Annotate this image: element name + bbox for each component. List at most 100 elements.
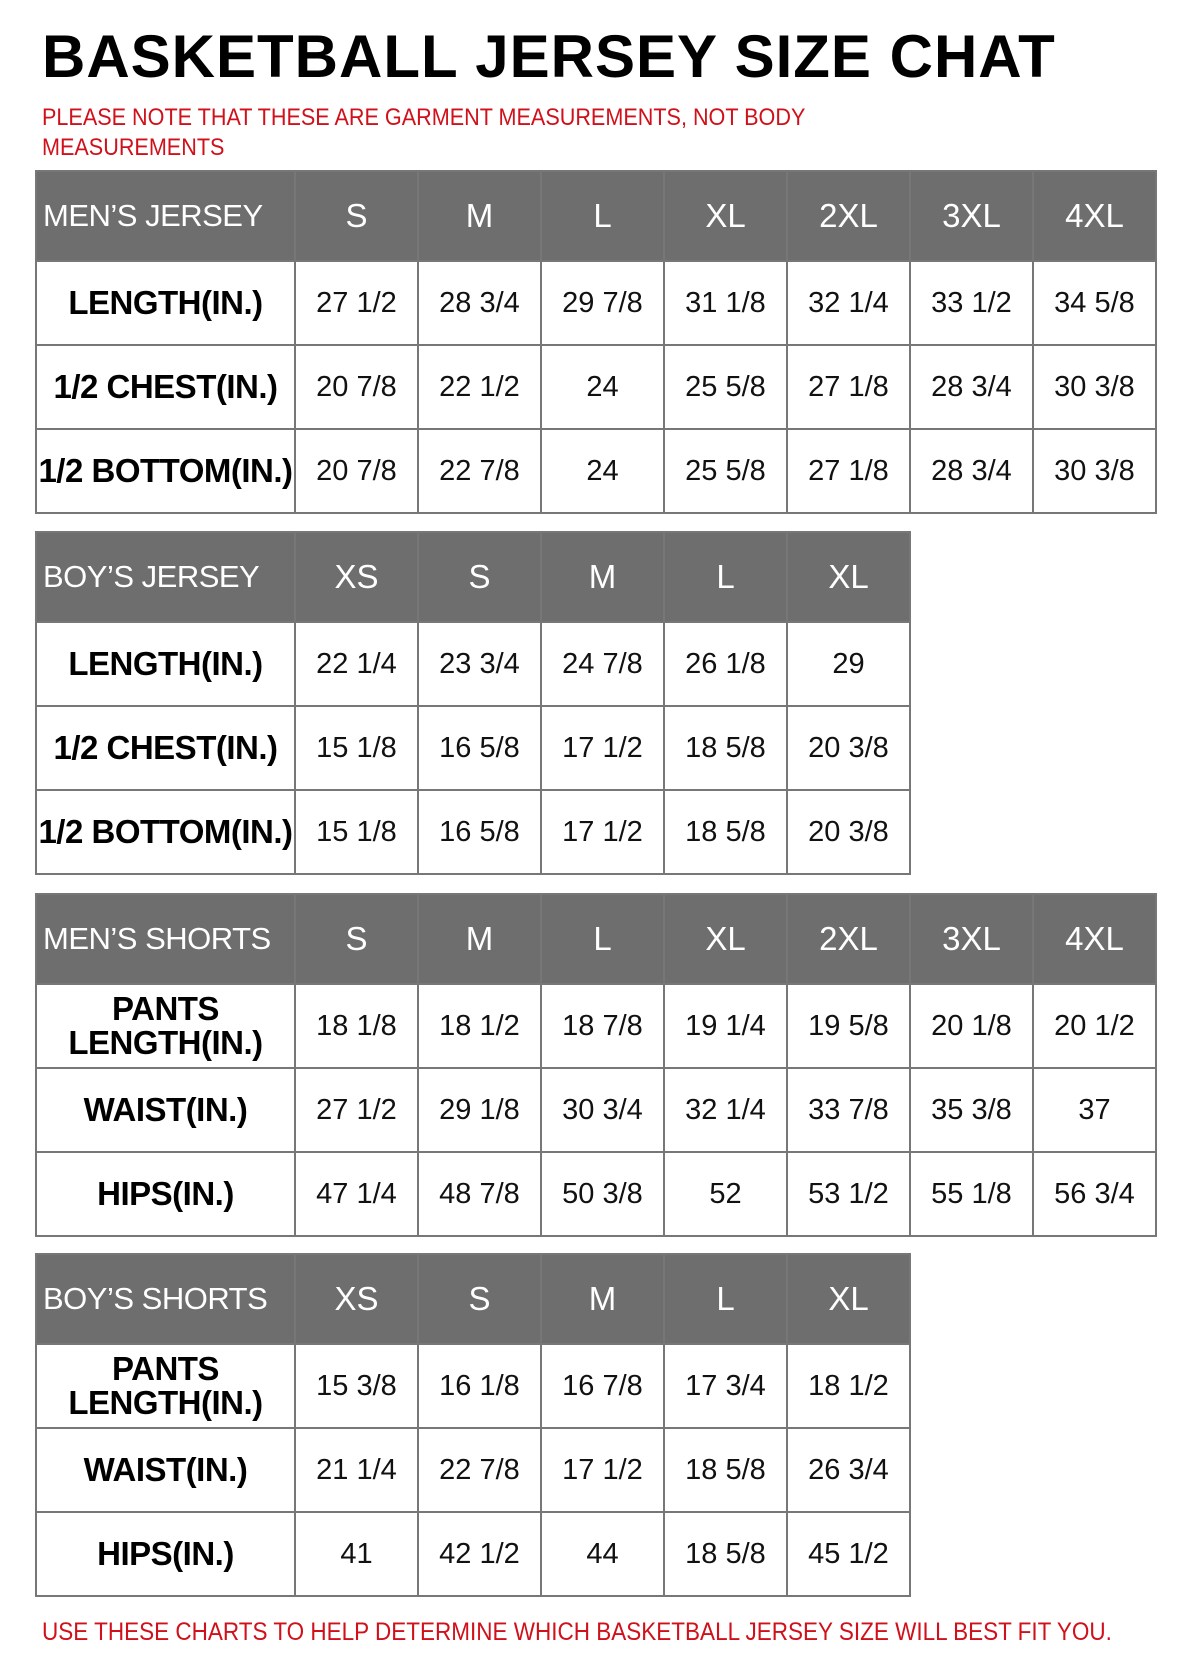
measurement-value: 27 1/8 — [786, 344, 911, 430]
header-row: MEN’S SHORTS S M L XL 2XL 3XL 4XL — [35, 893, 1157, 985]
measurement-value: 29 7/8 — [540, 260, 665, 346]
size-header: XL — [786, 531, 911, 623]
measurement-value: 26 3/4 — [786, 1427, 911, 1513]
measurement-value: 16 1/8 — [417, 1343, 542, 1429]
measurement-value: 24 — [540, 344, 665, 430]
boys-jersey-table: BOY’S JERSEY XS S M L XL LENGTH(IN.) 22 1/4 23 3… — [35, 531, 911, 875]
measurement-value: 30 3/8 — [1032, 428, 1157, 514]
table-title: BOY’S JERSEY — [35, 531, 296, 623]
measurement-label: WAIST(IN.) — [35, 1427, 296, 1513]
measurement-value: 17 1/2 — [540, 705, 665, 791]
measurement-value: 16 5/8 — [417, 789, 542, 875]
header-row: MEN’S JERSEY S M L XL 2XL 3XL 4XL — [35, 170, 1157, 262]
measurement-label: 1/2 CHEST(IN.) — [35, 344, 296, 430]
table-row: LENGTH(IN.) 22 1/4 23 3/4 24 7/8 26 1/8 29 — [35, 621, 911, 707]
table-row: HIPS(IN.) 47 1/4 48 7/8 50 3/8 52 53 1/2 55 1/… — [35, 1151, 1157, 1237]
table-row: 1/2 BOTTOM(IN.) 20 7/8 22 7/8 24 25 5/8 27 1/… — [35, 428, 1157, 514]
measurement-value: 56 3/4 — [1032, 1151, 1157, 1237]
measurement-value: 23 3/4 — [417, 621, 542, 707]
footer-note: USE THESE CHARTS TO HELP DETERMINE WHICH… — [42, 1618, 1112, 1646]
garment-note: PLEASE NOTE THAT THESE ARE GARMENT MEASU… — [42, 104, 805, 161]
table-row: HIPS(IN.) 41 42 1/2 44 18 5/8 45 1/2 — [35, 1511, 911, 1597]
size-header: XL — [663, 893, 788, 985]
measurement-value: 19 5/8 — [786, 983, 911, 1069]
measurement-value: 37 — [1032, 1067, 1157, 1153]
size-header: L — [663, 1253, 788, 1345]
measurement-value: 18 5/8 — [663, 1511, 788, 1597]
measurement-value: 20 1/8 — [909, 983, 1034, 1069]
measurement-value: 48 7/8 — [417, 1151, 542, 1237]
measurement-label: 1/2 CHEST(IN.) — [35, 705, 296, 791]
measurement-value: 53 1/2 — [786, 1151, 911, 1237]
size-header: 2XL — [786, 170, 911, 262]
measurement-label: 1/2 BOTTOM(IN.) — [35, 789, 296, 875]
table-row: 1/2 BOTTOM(IN.) 15 1/8 16 5/8 17 1/2 18 5/8 2… — [35, 789, 911, 875]
size-header: S — [417, 1253, 542, 1345]
measurement-value: 32 1/4 — [786, 260, 911, 346]
size-header: XS — [294, 1253, 419, 1345]
measurement-value: 22 1/4 — [294, 621, 419, 707]
measurement-value: 24 7/8 — [540, 621, 665, 707]
measurement-label: PANTS LENGTH(IN.) — [35, 983, 296, 1069]
table-row: PANTS LENGTH(IN.) 18 1/8 18 1/2 18 7/8 19 1/… — [35, 983, 1157, 1069]
measurement-value: 29 — [786, 621, 911, 707]
measurement-value: 15 3/8 — [294, 1343, 419, 1429]
size-header: 3XL — [909, 170, 1034, 262]
measurement-value: 15 1/8 — [294, 705, 419, 791]
table-row: 1/2 CHEST(IN.) 15 1/8 16 5/8 17 1/2 18 5/8 20… — [35, 705, 911, 791]
size-header: 4XL — [1032, 893, 1157, 985]
measurement-value: 18 7/8 — [540, 983, 665, 1069]
size-header: S — [417, 531, 542, 623]
measurement-value: 28 3/4 — [909, 344, 1034, 430]
measurement-value: 20 3/8 — [786, 789, 911, 875]
measurement-value: 20 1/2 — [1032, 983, 1157, 1069]
measurement-value: 29 1/8 — [417, 1067, 542, 1153]
table-title: MEN’S SHORTS — [35, 893, 296, 985]
size-header: 4XL — [1032, 170, 1157, 262]
size-header: XS — [294, 531, 419, 623]
measurement-value: 24 — [540, 428, 665, 514]
header-row: BOY’S SHORTS XS S M L XL — [35, 1253, 911, 1345]
measurement-value: 25 5/8 — [663, 344, 788, 430]
measurement-value: 35 3/8 — [909, 1067, 1034, 1153]
size-header: L — [663, 531, 788, 623]
size-header: XL — [663, 170, 788, 262]
size-header: L — [540, 170, 665, 262]
measurement-value: 17 1/2 — [540, 789, 665, 875]
measurement-value: 17 1/2 — [540, 1427, 665, 1513]
measurement-value: 18 5/8 — [663, 705, 788, 791]
measurement-value: 22 7/8 — [417, 1427, 542, 1513]
measurement-value: 55 1/8 — [909, 1151, 1034, 1237]
boys-shorts-table: BOY’S SHORTS XS S M L XL PANTS LENGTH(IN.) 15 3… — [35, 1253, 911, 1597]
measurement-value: 18 1/2 — [786, 1343, 911, 1429]
measurement-value: 27 1/2 — [294, 1067, 419, 1153]
measurement-label: HIPS(IN.) — [35, 1511, 296, 1597]
size-header: XL — [786, 1253, 911, 1345]
size-header: M — [417, 170, 542, 262]
measurement-value: 19 1/4 — [663, 983, 788, 1069]
measurement-label: HIPS(IN.) — [35, 1151, 296, 1237]
table-row: PANTS LENGTH(IN.) 15 3/8 16 1/8 16 7/8 17 3/… — [35, 1343, 911, 1429]
table-row: LENGTH(IN.) 27 1/2 28 3/4 29 7/8 31 1/8 32 1/… — [35, 260, 1157, 346]
measurement-value: 41 — [294, 1511, 419, 1597]
measurement-value: 31 1/8 — [663, 260, 788, 346]
table-row: WAIST(IN.) 21 1/4 22 7/8 17 1/2 18 5/8 26 3/4 — [35, 1427, 911, 1513]
size-header: M — [540, 531, 665, 623]
measurement-value: 21 1/4 — [294, 1427, 419, 1513]
size-header: M — [417, 893, 542, 985]
measurement-value: 15 1/8 — [294, 789, 419, 875]
measurement-value: 27 1/8 — [786, 428, 911, 514]
measurement-value: 18 5/8 — [663, 1427, 788, 1513]
size-header: 2XL — [786, 893, 911, 985]
mens-jersey-table: MEN’S JERSEY S M L XL 2XL 3XL 4XL LENGTH(IN.) 27 … — [35, 170, 1157, 514]
measurement-value: 33 1/2 — [909, 260, 1034, 346]
measurement-label: LENGTH(IN.) — [35, 260, 296, 346]
measurement-value: 28 3/4 — [417, 260, 542, 346]
measurement-value: 27 1/2 — [294, 260, 419, 346]
measurement-label: LENGTH(IN.) — [35, 621, 296, 707]
measurement-value: 28 3/4 — [909, 428, 1034, 514]
measurement-value: 16 7/8 — [540, 1343, 665, 1429]
measurement-label: PANTS LENGTH(IN.) — [35, 1343, 296, 1429]
measurement-value: 20 3/8 — [786, 705, 911, 791]
header-row: BOY’S JERSEY XS S M L XL — [35, 531, 911, 623]
